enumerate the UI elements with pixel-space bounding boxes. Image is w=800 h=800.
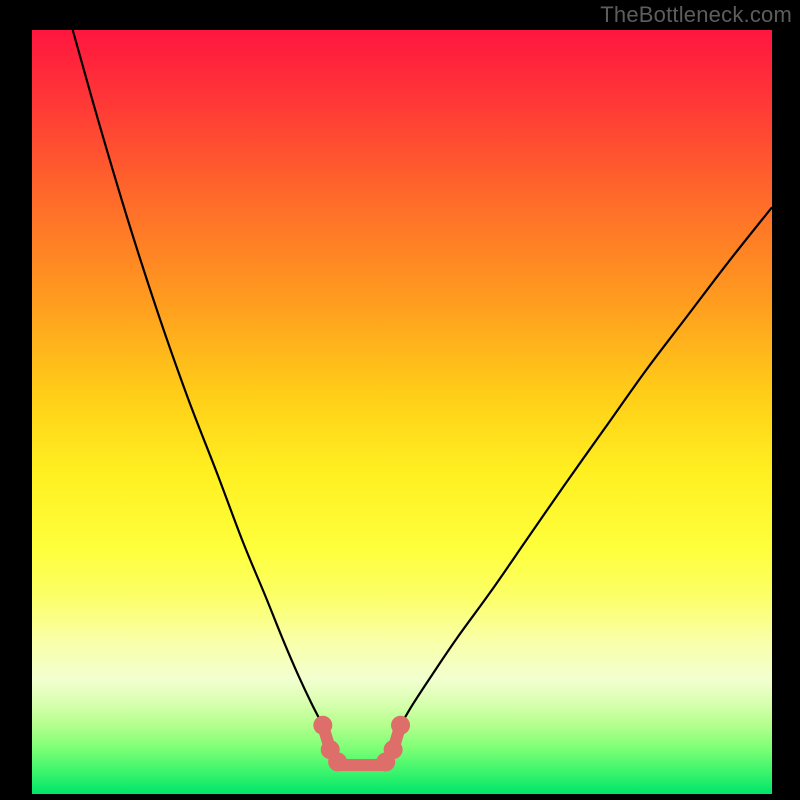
chart-svg bbox=[32, 30, 772, 794]
gradient-background bbox=[32, 30, 772, 794]
watermark-text: TheBottleneck.com bbox=[600, 2, 792, 28]
chart-frame: TheBottleneck.com bbox=[0, 0, 800, 800]
plot-area bbox=[32, 30, 772, 794]
